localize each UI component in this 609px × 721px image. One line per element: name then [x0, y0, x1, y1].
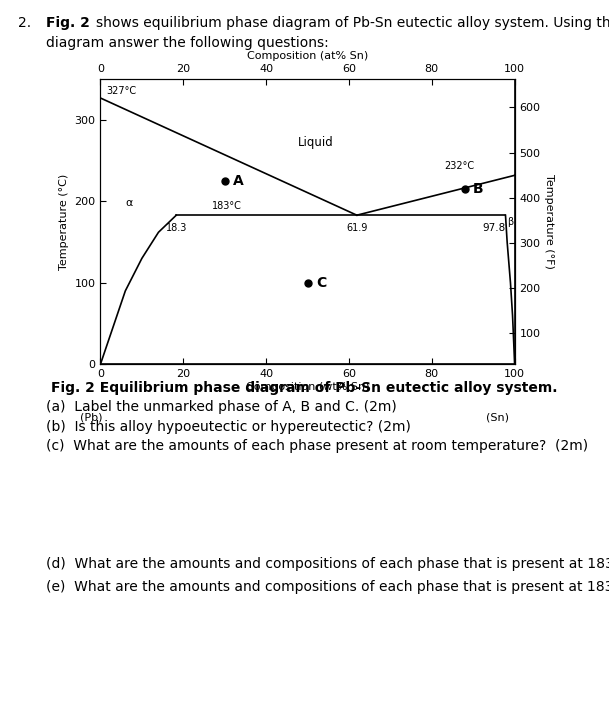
- Text: shows equilibrium phase diagram of Pb-Sn eutectic alloy system. Using the given : shows equilibrium phase diagram of Pb-Sn…: [96, 16, 609, 30]
- Text: 61.9: 61.9: [346, 223, 367, 232]
- Text: (c)  What are the amounts of each phase present at room temperature?  (2m): (c) What are the amounts of each phase p…: [46, 439, 588, 453]
- Text: B: B: [473, 182, 484, 196]
- Y-axis label: Temperature (°F): Temperature (°F): [544, 174, 554, 269]
- Y-axis label: Temperature (°C): Temperature (°C): [59, 174, 69, 270]
- Text: 183°C: 183°C: [213, 201, 242, 211]
- Text: (Pb): (Pb): [80, 413, 102, 423]
- Text: A: A: [233, 174, 244, 188]
- Text: (d)  What are the amounts and compositions of each phase that is present at 183 : (d) What are the amounts and composition…: [46, 557, 609, 570]
- X-axis label: Composition (at% Sn): Composition (at% Sn): [247, 51, 368, 61]
- X-axis label: Composition (wt% Sn): Composition (wt% Sn): [246, 381, 369, 392]
- Text: 232°C: 232°C: [444, 162, 474, 172]
- Text: Fig. 2 Equilibrium phase diagram of Pb-Sn eutectic alloy system.: Fig. 2 Equilibrium phase diagram of Pb-S…: [51, 381, 558, 394]
- Text: Liquid: Liquid: [298, 136, 334, 149]
- Text: Fig. 2: Fig. 2: [46, 16, 90, 30]
- Text: (a)  Label the unmarked phase of A, B and C. (2m): (a) Label the unmarked phase of A, B and…: [46, 400, 396, 414]
- Text: 327°C: 327°C: [107, 86, 137, 96]
- Text: (b)  Is this alloy hypoeutectic or hypereutectic? (2m): (b) Is this alloy hypoeutectic or hypere…: [46, 420, 410, 433]
- Text: (Sn): (Sn): [485, 413, 509, 423]
- Text: (e)  What are the amounts and compositions of each phase that is present at 183 : (e) What are the amounts and composition…: [46, 580, 609, 594]
- Text: β: β: [507, 217, 513, 226]
- Text: C: C: [316, 275, 326, 290]
- Text: 18.3: 18.3: [166, 223, 187, 232]
- Text: 2.: 2.: [18, 16, 32, 30]
- Text: 97.8: 97.8: [482, 223, 505, 232]
- Text: diagram answer the following questions:: diagram answer the following questions:: [46, 36, 328, 50]
- Text: α: α: [126, 198, 133, 208]
